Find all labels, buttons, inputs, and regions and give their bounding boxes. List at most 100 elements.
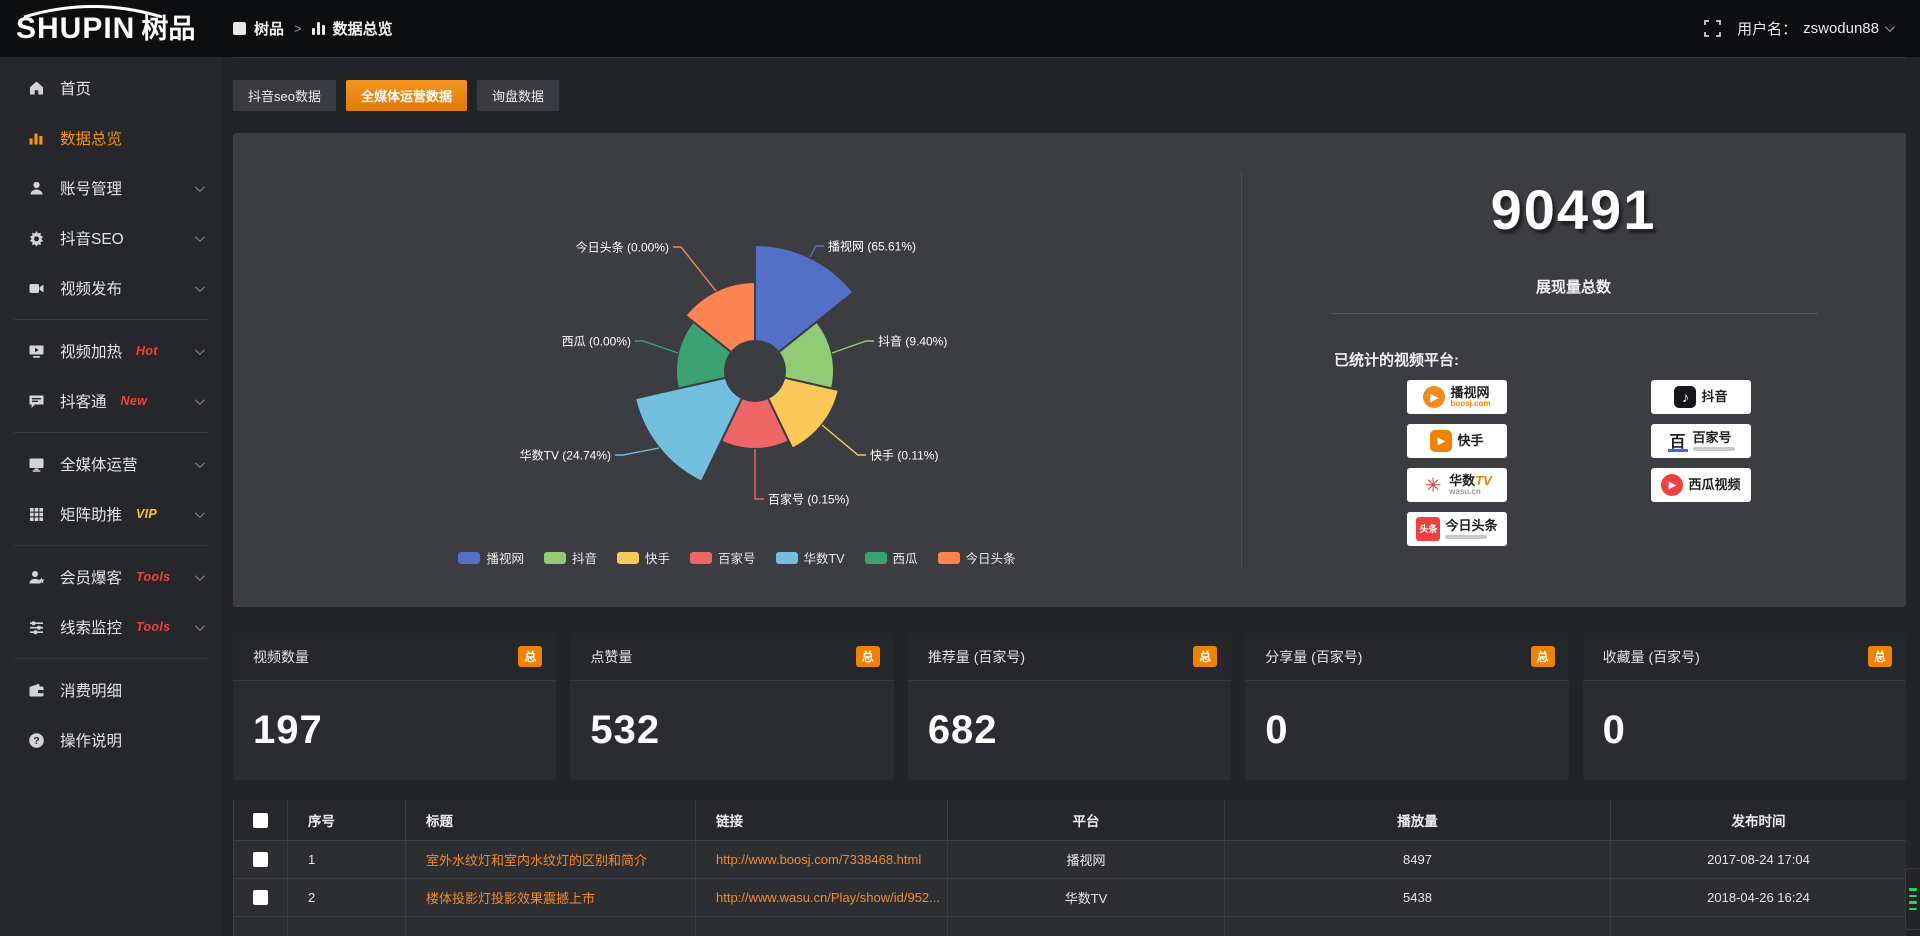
tab-询盘数据[interactable]: 询盘数据 <box>476 80 559 111</box>
chart-icon <box>26 128 46 148</box>
stat-card-value: 682 <box>927 707 998 752</box>
platform-badge-kuaishou: ▶ 快手 <box>1407 424 1507 458</box>
data-tabs: 抖音seo数据 全媒体运营数据 询盘数据 <box>233 80 559 111</box>
sidebar-item-label: 会员爆客 <box>60 570 123 587</box>
platform-name: 百家号 <box>1692 430 1732 446</box>
platform-name: 快手 <box>1457 433 1484 449</box>
summary-zone: 90491 展现量总数 已统计的视频平台: ▶ 播视网 boosj.com ♪ 抖音 ▶ 快… <box>1241 133 1906 607</box>
sidebar-item-monitor[interactable]: 全媒体运营 <box>0 439 222 489</box>
legend-swatch <box>775 551 798 564</box>
douyin-logo-icon: ♪ <box>1674 386 1697 408</box>
sidebar-item-grid[interactable]: 矩阵助推 VIP <box>0 489 222 539</box>
legend-label: 抖音 <box>571 552 597 566</box>
sidebar-item-sliders[interactable]: 线索监控 Tools <box>0 602 222 652</box>
breadcrumb-current[interactable]: 数据总览 <box>332 21 393 38</box>
platform-subtext: boosj.com <box>1450 398 1491 408</box>
pie-slice-西瓜[interactable] <box>675 320 733 390</box>
user-menu[interactable]: 用户名： zswodun88 <box>1737 18 1895 39</box>
chevron-down-icon <box>194 344 205 355</box>
legend-item-华数TV[interactable]: 华数TV <box>775 548 845 567</box>
pie-label-抖音: 抖音 (9.40%) <box>878 334 948 349</box>
total-badge: 总 <box>518 646 543 667</box>
sidebar-item-question[interactable]: ? 操作说明 <box>0 715 222 765</box>
sidebar-item-label: 线索监控 <box>60 620 123 637</box>
sidebar-item-publish[interactable]: 视频发布 <box>0 263 222 313</box>
sidebar-item-chart[interactable]: 数据总览 <box>0 113 222 163</box>
sidebar-item-label: 账号管理 <box>60 181 123 198</box>
sidebar-nav: 首页数据总览账号管理抖音SEO 视频发布视频加热 Hot 抖客通 New 全媒体运营 矩阵助… <box>0 57 222 936</box>
row-checkbox[interactable] <box>253 890 268 906</box>
legend-swatch <box>937 551 960 564</box>
pie-slice-快手[interactable] <box>766 376 840 450</box>
sidebar-item-gear[interactable]: 抖音SEO <box>0 213 222 263</box>
tab-抖音seo数据[interactable]: 抖音seo数据 <box>233 80 336 111</box>
chevron-down-icon <box>194 281 205 292</box>
sidebar-item-userstar[interactable]: 会员爆客 Tools <box>0 552 222 602</box>
chevron-down-icon <box>194 231 205 242</box>
rose-pie-chart: 播视网 抖音 快手 百家号 华数TV 西瓜 今日头条 播视网 (65.61%) 抖音 (9.4… <box>233 133 1241 607</box>
sidebar-item-label: 操作说明 <box>60 733 123 750</box>
legend-item-百家号[interactable]: 百家号 <box>690 548 756 567</box>
cell-link[interactable]: http://www.boosj.com/7338468.html <box>695 840 948 879</box>
legend-item-今日头条[interactable]: 今日头条 <box>937 548 1016 567</box>
toutiao-logo-icon: 头条 <box>1416 517 1441 541</box>
stat-card-收藏量 (百家号): 收藏量 (百家号) 总 0 <box>1582 633 1907 780</box>
breadcrumb: 树品 > 数据总览 <box>233 18 393 39</box>
platform-name: 抖音 <box>1701 389 1728 405</box>
pie-slice-华数TV[interactable] <box>633 376 744 484</box>
platform-badge-baijiahao: 百百家号 <box>1651 424 1751 458</box>
stat-card-title: 点赞量 <box>590 648 633 665</box>
sidebar-item-label: 首页 <box>60 81 92 98</box>
cell-seq: 1 <box>287 840 406 879</box>
platform-name: 今日头条 <box>1445 518 1498 534</box>
overview-panel: 播视网 抖音 快手 百家号 华数TV 西瓜 今日头条 播视网 (65.61%) 抖音 (9.4… <box>233 133 1906 607</box>
table-row: 2 楼体投影灯投影效果震撼上市 http://www.wasu.cn/Play/sh… <box>233 878 1906 917</box>
legend-item-抖音[interactable]: 抖音 <box>543 548 597 567</box>
table-row: 1 室外水纹灯和室内水纹灯的区别和简介 http://www.boosj.com/7… <box>233 840 1906 879</box>
fullscreen-icon[interactable] <box>1704 20 1721 37</box>
video-table: 序号 标题 链接 平台 播放量 发布时间 1 室外水纹灯和室内水纹灯的区别和简介 http:/… <box>233 800 1906 936</box>
sidebar-item-chat[interactable]: 抖客通 New <box>0 376 222 426</box>
question-icon: ? <box>26 730 46 750</box>
tab-全媒体运营数据[interactable]: 全媒体运营数据 <box>345 80 467 111</box>
sidebar-item-user[interactable]: 账号管理 <box>0 163 222 213</box>
home-icon <box>26 78 46 98</box>
stat-card-点赞量: 点赞量 总 532 <box>570 633 894 780</box>
video-table-wrap: 序号 标题 链接 平台 播放量 发布时间 1 室外水纹灯和室内水纹灯的区别和简介 http:/… <box>233 800 1906 936</box>
logo-arc-icon <box>23 4 163 18</box>
breadcrumb-root-icon <box>233 22 246 35</box>
stat-cards-row: 视频数量总 197 点赞量总 532 推荐量 (百家号) 总 682 分享量 (百家号) 总 0 收… <box>233 633 1907 780</box>
column-header-发布时间: 发布时间 <box>1610 800 1906 841</box>
cell-link[interactable]: http://www.wasu.cn/Play/show/id/952... <box>695 878 948 917</box>
pie-slice-抖音[interactable] <box>777 320 835 390</box>
legend-item-播视网[interactable]: 播视网 <box>458 548 524 567</box>
cell-title[interactable]: 室外水纹灯和室内水纹灯的区别和简介 <box>405 840 696 879</box>
sidebar-item-wallet[interactable]: 消费明细 <box>0 665 222 715</box>
pie-label-今日头条: 今日头条 (0.00%) <box>575 240 669 255</box>
column-header-平台: 平台 <box>947 800 1225 841</box>
pie-slice-今日头条[interactable] <box>683 280 756 354</box>
total-badge: 总 <box>1530 646 1555 667</box>
pie-slice-播视网[interactable] <box>754 243 855 354</box>
breadcrumb-root[interactable]: 树品 <box>254 21 285 38</box>
cell-title[interactable]: 楼体投影灯投影效果震撼上市 <box>405 878 696 917</box>
row-checkbox[interactable] <box>253 852 268 868</box>
wasu-logo-icon: ✳ <box>1424 474 1442 497</box>
legend-item-快手[interactable]: 快手 <box>616 548 670 567</box>
sidebar-item-heat[interactable]: 视频加热 Hot <box>0 326 222 376</box>
legend-item-西瓜[interactable]: 西瓜 <box>864 548 918 567</box>
pie-slice-百家号[interactable] <box>719 396 791 451</box>
select-all-checkbox[interactable] <box>253 812 268 828</box>
chevron-down-icon <box>194 181 205 192</box>
sidebar-tag-new: New <box>120 394 148 408</box>
floating-widget[interactable] <box>1905 868 1920 930</box>
breadcrumb-separator: > <box>294 21 302 36</box>
app-logo[interactable]: SHUPIN 树品 <box>0 4 233 44</box>
sidebar-item-home[interactable]: 首页 <box>0 63 222 113</box>
stat-card-value: 532 <box>590 707 661 752</box>
column-header-链接: 链接 <box>695 800 948 841</box>
chevron-down-icon <box>194 394 205 405</box>
baijiahao-logo-icon: 百 <box>1667 430 1688 452</box>
legend-swatch <box>616 551 639 564</box>
